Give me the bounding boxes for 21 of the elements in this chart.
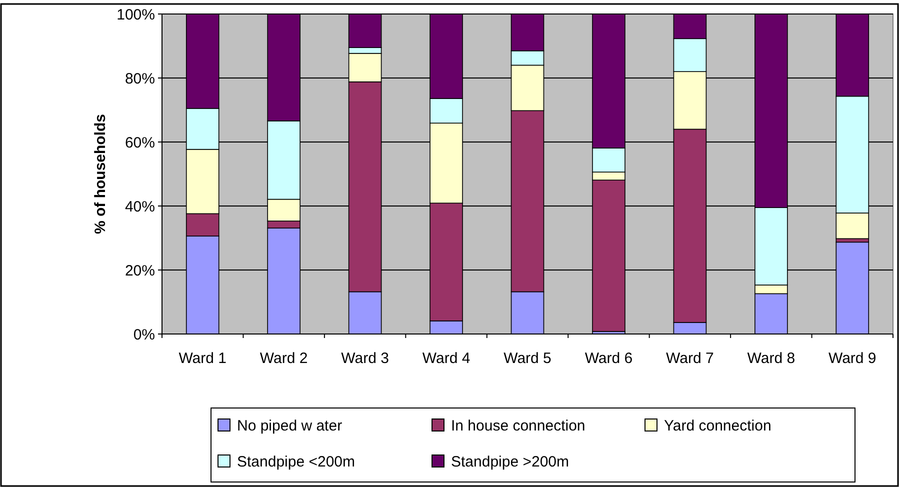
x-tick-label: Ward 4 (422, 350, 470, 367)
x-tick-label: Ward 6 (584, 350, 633, 367)
legend-label: Standpipe <200m (237, 453, 356, 470)
y-tick-label: 40% (124, 198, 155, 216)
y-tick-label: 100% (116, 6, 155, 24)
y-tick-label: 20% (124, 262, 155, 280)
x-tick-label: Ward 9 (828, 350, 876, 367)
y-tick-label: 60% (124, 134, 155, 152)
legend-label: Yard connection (664, 417, 772, 434)
legend-label: In house connection (451, 417, 586, 434)
legend-label: Standpipe >200m (451, 453, 570, 470)
legend-label: No piped w ater (237, 417, 342, 434)
y-tick-label: 0% (133, 326, 155, 344)
x-tick-label: Ward 5 (504, 350, 552, 367)
x-tick-label: Ward 1 (178, 350, 227, 367)
x-tick-label: Ward 8 (747, 350, 796, 367)
y-axis-title: % of households (92, 114, 109, 234)
x-tick-label: Ward 7 (666, 350, 714, 367)
x-tick-label: Ward 3 (341, 350, 389, 367)
x-tick-label: Ward 2 (260, 350, 308, 367)
y-tick-label: 80% (124, 70, 155, 88)
